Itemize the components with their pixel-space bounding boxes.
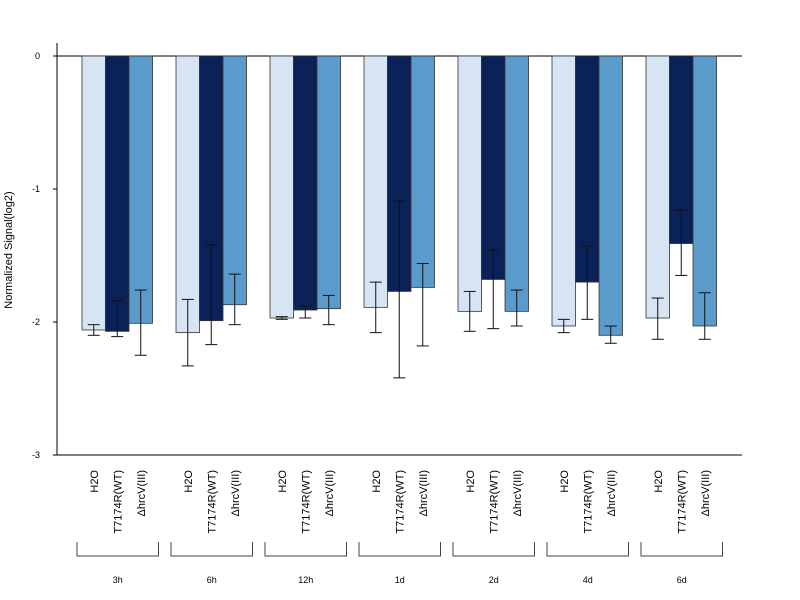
group-label: 3h	[113, 575, 123, 585]
bar	[598, 55, 623, 336]
group-label: 6h	[207, 575, 217, 585]
category-label: T7174R(WT)	[394, 470, 406, 534]
category-label: H2O	[277, 470, 289, 493]
category-label: ΔhrcV(III)	[606, 470, 618, 516]
group-label: 2d	[489, 575, 499, 585]
bar	[81, 55, 106, 331]
group-bracket	[452, 542, 535, 557]
group-bracket	[358, 542, 441, 557]
category-label: ΔhrcV(III)	[136, 470, 148, 516]
group-label: 4d	[583, 575, 593, 585]
y-tick-label: -2	[32, 317, 40, 327]
bar	[128, 55, 153, 324]
y-axis-label: Normalized Signal(log2)	[3, 191, 15, 308]
x-labels: H2O T7174R(WT) ΔhrcV(III) 3h H2O T7174R(WT) Δh…	[76, 470, 723, 585]
category-label: T7174R(WT)	[676, 470, 688, 534]
category-label: ΔhrcV(III)	[418, 470, 430, 516]
bar	[481, 55, 506, 280]
bar	[551, 55, 576, 327]
group-bracket	[170, 542, 253, 557]
error-bars	[87, 200, 711, 379]
group-bracket	[264, 542, 347, 557]
group-bracket	[76, 542, 159, 557]
category-label: T7174R(WT)	[488, 470, 500, 534]
bar	[316, 55, 341, 310]
category-label: T7174R(WT)	[300, 470, 312, 534]
group-bracket	[640, 542, 723, 557]
bars	[81, 55, 717, 336]
bar	[504, 55, 529, 312]
bar	[457, 55, 482, 312]
category-label: H2O	[371, 470, 383, 493]
group-label: 6d	[677, 575, 687, 585]
category-label: ΔhrcV(III)	[700, 470, 712, 516]
bar	[222, 55, 247, 306]
category-label: ΔhrcV(III)	[324, 470, 336, 516]
group-label: 12h	[298, 575, 313, 585]
bar	[363, 55, 388, 308]
bar	[692, 55, 717, 327]
category-label: H2O	[559, 470, 571, 493]
category-label: H2O	[465, 470, 477, 493]
bar	[293, 55, 318, 311]
bar	[105, 55, 130, 332]
category-label: H2O	[89, 470, 101, 493]
y-tick-label: -3	[32, 450, 40, 460]
category-label: T7174R(WT)	[112, 470, 124, 534]
category-label: H2O	[653, 470, 665, 493]
bar	[645, 55, 670, 319]
y-tick-label: -1	[32, 184, 40, 194]
category-label: ΔhrcV(III)	[512, 470, 524, 516]
bar	[175, 55, 200, 334]
group-bracket	[546, 542, 629, 557]
y-tick-label: 0	[35, 51, 40, 61]
category-label: H2O	[183, 470, 195, 493]
category-label: T7174R(WT)	[582, 470, 594, 534]
group-label: 1d	[395, 575, 405, 585]
bar	[269, 55, 294, 319]
bar	[410, 55, 435, 288]
category-label: ΔhrcV(III)	[230, 470, 242, 516]
category-label: T7174R(WT)	[206, 470, 218, 534]
